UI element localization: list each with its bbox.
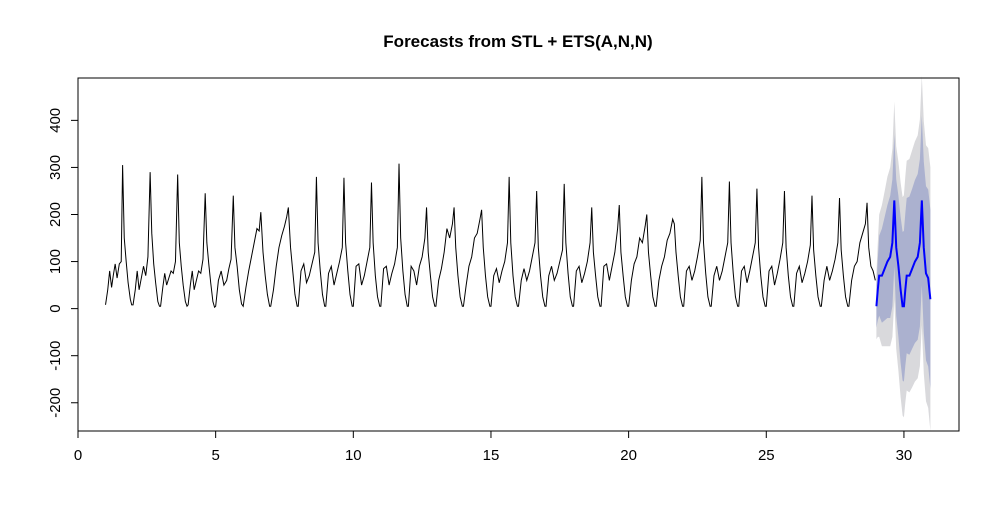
x-tick-label: 30 [896,447,913,464]
prediction-intervals [876,75,931,431]
series-lines [105,163,932,309]
x-tick-label: 25 [758,447,775,464]
y-tick-label: 300 [47,155,64,180]
plot-frame [77,77,960,432]
y-tick-label: 400 [47,108,64,133]
y-axis: -200 -100 0 100 200 300 400 [47,108,79,418]
x-tick-label: 10 [345,447,362,464]
y-tick-label: -200 [47,388,64,418]
y-tick-label: 200 [47,202,64,227]
x-tick-label: 5 [211,447,219,464]
y-tick-label: 100 [47,249,64,274]
x-tick-label: 20 [620,447,637,464]
x-axis: 0 5 10 15 20 25 30 [74,430,913,464]
y-tick-label: -100 [47,341,64,371]
history-line [105,163,876,309]
x-tick-label: 0 [74,447,82,464]
x-tick-label: 15 [483,447,500,464]
y-tick-label: 0 [47,304,64,312]
chart-title: Forecasts from STL + ETS(A,N,N) [383,32,652,51]
interval-80-band [876,115,931,389]
forecast-line [875,200,932,308]
